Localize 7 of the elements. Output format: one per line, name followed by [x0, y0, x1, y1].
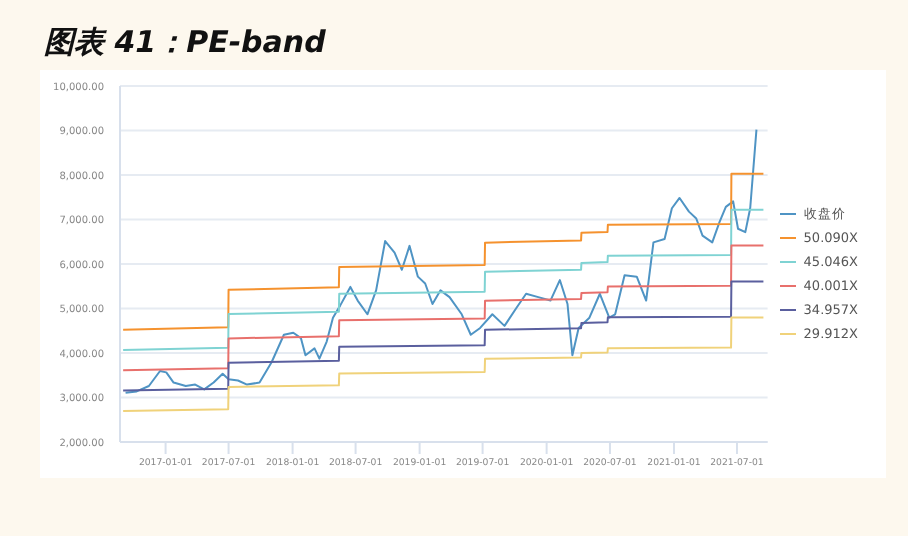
line-series — [122, 172, 765, 331]
line-series — [124, 128, 758, 394]
line-series — [122, 316, 765, 412]
line-series — [122, 280, 765, 392]
line-series — [122, 208, 765, 352]
chart-title: 图表 41：PE-band — [44, 24, 326, 62]
line-series — [122, 244, 765, 372]
